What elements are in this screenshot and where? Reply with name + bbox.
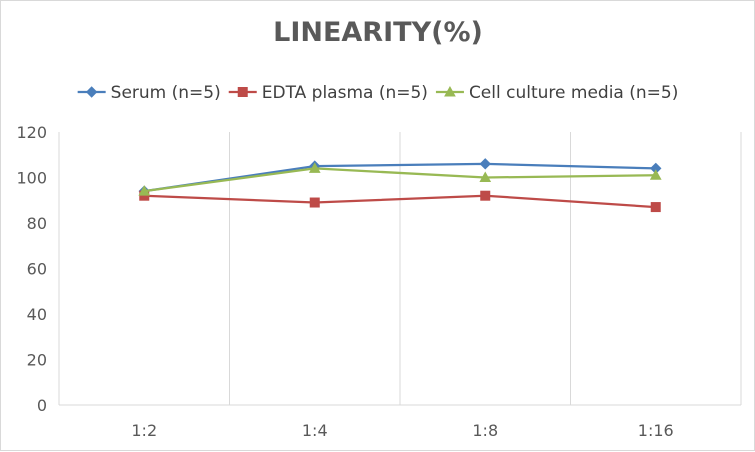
series-layer [138,158,662,213]
y-tick-label: 100 [16,169,47,188]
series-line [144,167,656,193]
legend-label: EDTA plasma (n=5) [262,83,428,103]
x-tick-label: 1:8 [472,421,498,440]
x-tick-label: 1:4 [302,421,328,440]
legend-item-1: Serum (n=5) [77,83,221,103]
series-3 [138,162,662,196]
legend-item-3: Cell culture media (n=5) [435,83,678,103]
y-tick-label: 80 [27,214,47,233]
legend-label: Cell culture media (n=5) [469,83,678,103]
legend-label: Serum (n=5) [111,83,221,103]
data-point-marker [480,190,491,201]
data-point-marker [309,197,320,208]
x-tick-label: 1:16 [638,421,674,440]
data-point-marker [138,185,151,196]
y-tick-label: 0 [37,396,47,415]
legend-marker [85,86,98,98]
y-axis: 0 20 40 60 80 100 120 [16,123,60,415]
grid [229,132,742,405]
data-point-marker [650,202,661,213]
data-point-marker [479,171,492,182]
x-axis: 1:2 1:4 1:8 1:16 [59,404,741,440]
legend-marker [237,87,248,97]
data-point-marker [479,158,491,170]
series-2 [139,190,661,213]
legend-item-2: EDTA plasma (n=5) [228,83,428,103]
y-tick-label: 120 [16,123,47,142]
legend: Serum (n=5) EDTA plasma (n=5) Cell culture… [77,83,678,103]
y-tick-label: 60 [27,260,47,279]
data-point-marker [649,169,662,180]
series-line [144,162,656,193]
series-line [144,194,656,209]
legend-marker [444,85,456,97]
chart-title: LINEARITY(%) [273,17,483,48]
y-tick-label: 20 [27,351,47,370]
x-tick-label: 1:2 [131,421,157,440]
y-tick-label: 40 [27,305,47,324]
data-point-marker [308,162,321,173]
